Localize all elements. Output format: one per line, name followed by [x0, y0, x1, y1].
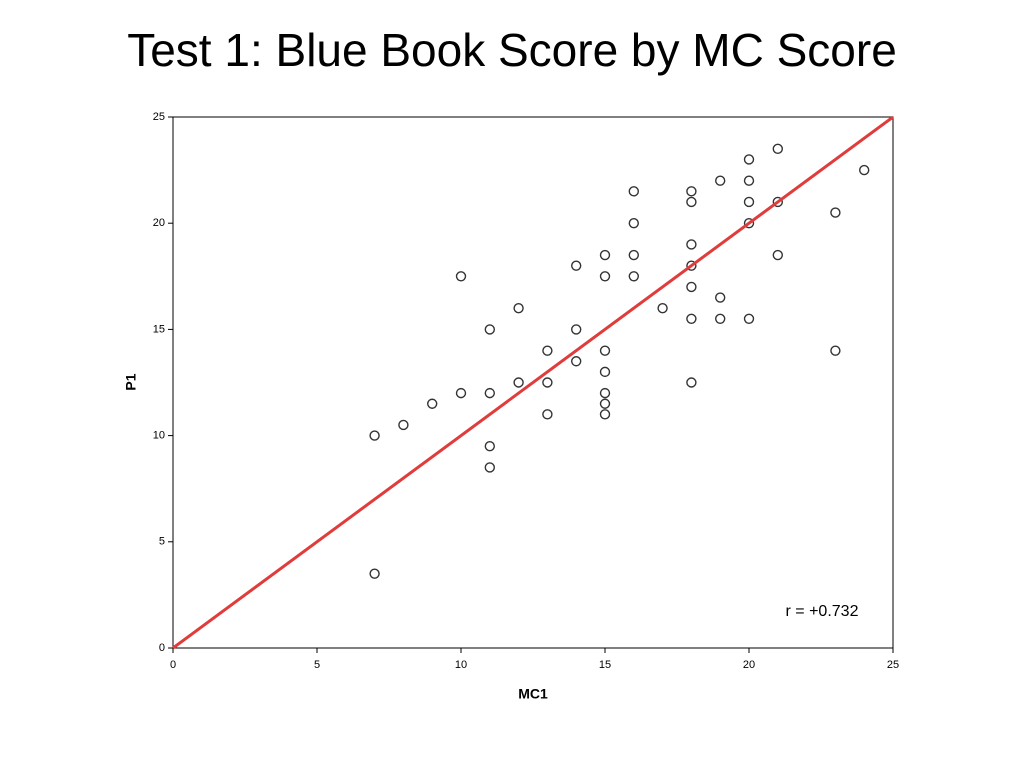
y-tick-label: 20	[153, 217, 165, 229]
point	[542, 377, 553, 388]
y-tick-label: 15	[153, 323, 165, 335]
point	[657, 302, 668, 314]
point	[772, 143, 783, 155]
point	[743, 196, 755, 208]
y-tick-label: 0	[159, 642, 165, 654]
x-tick-label: 15	[599, 659, 611, 671]
annotation: r = +0.732	[786, 603, 859, 620]
fit-line	[172, 115, 894, 650]
point	[686, 196, 697, 208]
point	[743, 313, 755, 324]
point	[455, 271, 467, 282]
chart-title: Test 1: Blue Book Score by MC Score	[127, 24, 897, 76]
point	[455, 387, 467, 399]
point	[628, 186, 639, 197]
point	[599, 398, 611, 409]
y-axis-label: P1	[123, 373, 139, 390]
point	[628, 249, 639, 261]
point	[571, 324, 582, 335]
y-tick-label: 5	[159, 536, 165, 548]
point	[513, 302, 524, 314]
point	[484, 441, 495, 452]
point	[686, 186, 697, 197]
plot-frame	[172, 116, 894, 649]
point	[628, 271, 639, 282]
point	[830, 207, 841, 218]
point	[369, 568, 380, 579]
x-tick-label: 5	[314, 659, 320, 671]
point	[484, 462, 495, 473]
point	[686, 313, 697, 324]
point	[599, 345, 611, 356]
point	[599, 409, 611, 420]
x-tick-label: 10	[455, 659, 467, 671]
point	[599, 271, 611, 282]
point	[686, 377, 697, 388]
point	[484, 324, 495, 335]
point	[427, 398, 438, 409]
point	[772, 249, 783, 261]
point	[830, 345, 841, 356]
point	[859, 164, 870, 176]
point	[715, 292, 726, 303]
x-tick-label: 20	[743, 659, 755, 671]
point	[686, 239, 697, 250]
x-tick-label: 0	[170, 659, 176, 671]
point	[542, 409, 553, 420]
y-tick-label: 10	[153, 430, 165, 442]
point	[599, 387, 611, 399]
point	[571, 260, 582, 271]
point	[599, 366, 611, 378]
point	[542, 345, 553, 356]
x-axis-label: MC1	[518, 686, 548, 702]
point	[571, 356, 582, 367]
y-tick-label: 25	[153, 111, 165, 123]
point	[484, 387, 495, 399]
point	[628, 217, 639, 229]
point	[369, 430, 380, 441]
point	[743, 175, 755, 186]
point	[513, 377, 524, 388]
point	[599, 249, 611, 261]
point	[715, 175, 726, 186]
x-tick-label: 25	[887, 659, 899, 671]
point	[686, 281, 697, 293]
point	[743, 154, 755, 165]
point	[715, 313, 726, 324]
point	[398, 419, 409, 431]
